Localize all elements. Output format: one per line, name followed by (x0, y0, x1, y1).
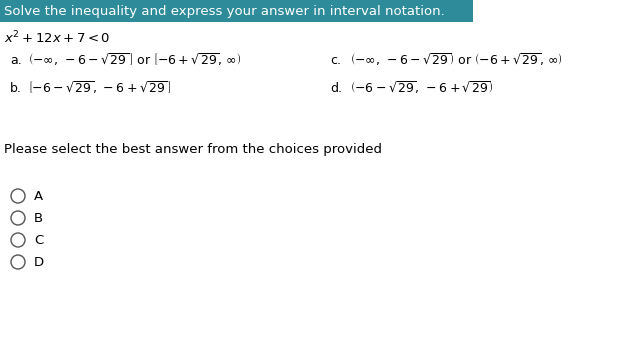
Bar (0, 0, 473, 22)
Text: $\left(-\infty,\,-6-\sqrt{29}\,\right]$ or $\left[-6+\sqrt{29},\,\infty\right)$: $\left(-\infty,\,-6-\sqrt{29}\,\right]$ … (28, 52, 242, 68)
Text: $\left[-6-\sqrt{29},\,-6+\sqrt{29}\,\right]$: $\left[-6-\sqrt{29},\,-6+\sqrt{29}\,\rig… (28, 80, 172, 96)
Text: a.: a. (10, 53, 22, 67)
Text: c.: c. (330, 53, 341, 67)
Text: $\left(-\infty,\,-6-\sqrt{29}\right)$ or $\left(-6+\sqrt{29},\,\infty\right)$: $\left(-\infty,\,-6-\sqrt{29}\right)$ or… (350, 52, 563, 68)
Text: D: D (34, 255, 44, 269)
Text: C: C (34, 234, 43, 246)
Text: b.: b. (10, 82, 22, 95)
Text: Solve the inequality and express your answer in interval notation.: Solve the inequality and express your an… (4, 4, 444, 17)
Text: A: A (34, 189, 43, 203)
Text: B: B (34, 211, 43, 224)
Text: Please select the best answer from the choices provided: Please select the best answer from the c… (4, 143, 382, 156)
Text: $x^2 + 12x + 7 < 0$: $x^2 + 12x + 7 < 0$ (4, 30, 110, 46)
Text: d.: d. (330, 82, 342, 95)
Text: $\left(-6-\sqrt{29},\,-6+\sqrt{29}\right)$: $\left(-6-\sqrt{29},\,-6+\sqrt{29}\right… (350, 80, 494, 96)
